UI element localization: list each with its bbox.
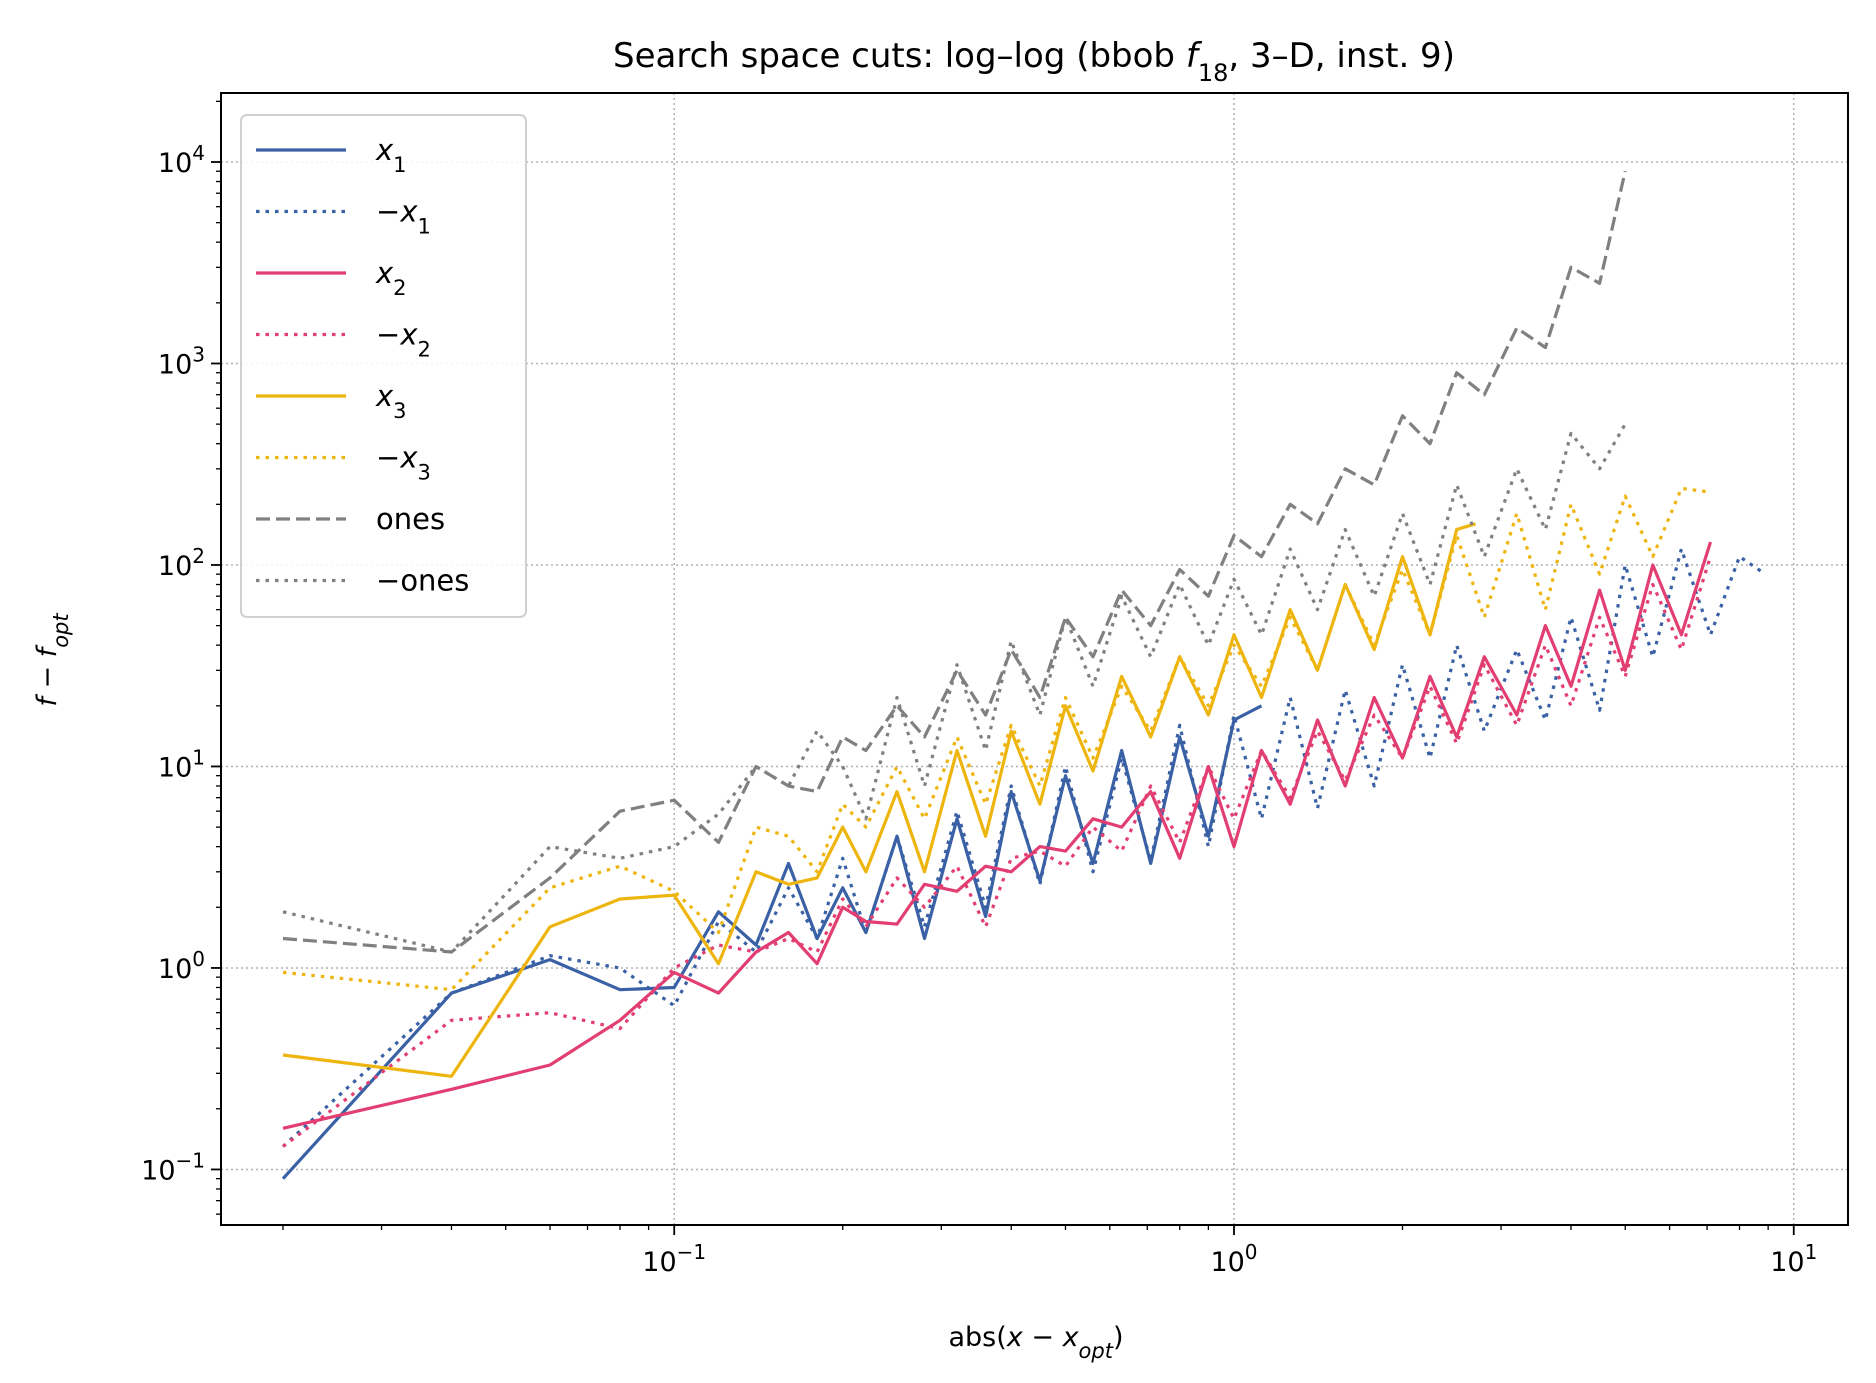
plot-frame	[220, 92, 1849, 1226]
chart-title: Search space cuts: log–log (bbob f18, 3–…	[613, 36, 1455, 87]
legend-label-5: −x3	[376, 441, 431, 485]
series-line-0	[281, 704, 1263, 1180]
axis-ticks: 10−1 100 101 10−1 100 101 102 103 104	[141, 141, 1817, 1278]
legend-label-3: −x2	[376, 318, 431, 362]
x-tick-label: 10−1	[642, 1240, 706, 1278]
y-tick-label: 103	[158, 342, 205, 380]
y-tick-label: 100	[158, 947, 205, 985]
series-line-1	[281, 547, 1767, 1148]
series-line-7	[282, 423, 1627, 954]
x-tick-label: 100	[1210, 1240, 1257, 1278]
legend-label-4: x3	[375, 379, 407, 423]
series-layer	[281, 170, 1767, 1180]
series-line-4	[282, 522, 1476, 1078]
y-tick-label: 101	[158, 745, 205, 783]
legend-label-6: ones	[376, 502, 445, 536]
y-tick-label: 102	[158, 544, 205, 582]
legend-label-1: −x1	[376, 195, 431, 239]
y-tick-label: 104	[158, 141, 205, 179]
x-tick-label: 101	[1770, 1240, 1817, 1278]
y-tick-label: 10−1	[141, 1148, 205, 1186]
legend: x1 −x1 x2 −x2 x3 −x3 ones −ones	[240, 114, 527, 618]
y-axis-label: f − fopt	[32, 613, 73, 707]
series-line-3	[282, 556, 1713, 1148]
x-axis-label: abs(x − xopt)	[948, 1322, 1123, 1363]
series-line-5	[282, 486, 1711, 992]
legend-label-7: −ones	[376, 564, 469, 598]
legend-box	[240, 114, 527, 618]
series-line-6	[282, 170, 1627, 954]
legend-label-2: x2	[375, 256, 407, 300]
legend-label-0: x1	[375, 133, 407, 177]
series-line-2	[282, 541, 1713, 1130]
